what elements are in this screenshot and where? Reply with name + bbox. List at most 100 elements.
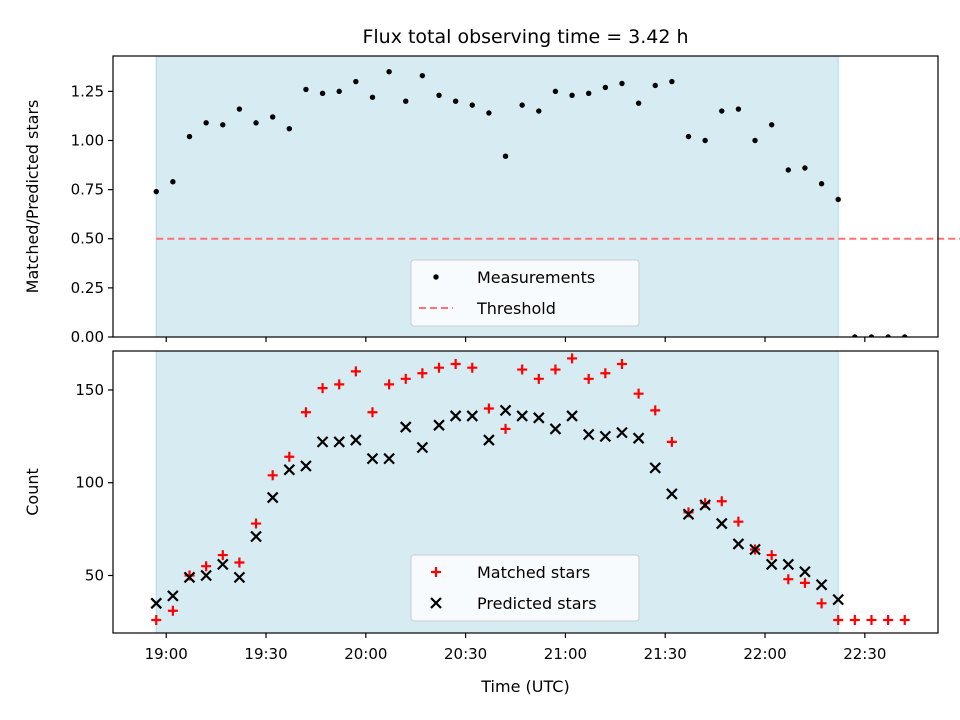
- measurement-point: [220, 122, 226, 128]
- measurement-point: [386, 69, 392, 75]
- y-tick-label: 150: [75, 381, 104, 399]
- predicted-star-point: [449, 410, 462, 422]
- plot-frame-bottom: [112, 350, 939, 634]
- predicted-star-point: [616, 426, 628, 439]
- measurement-point: [153, 188, 159, 195]
- matched-star-point: [284, 451, 295, 462]
- matched-star-point: [367, 407, 378, 418]
- matched-star-point: [899, 615, 910, 626]
- matched-star-point: [217, 550, 228, 561]
- predicted-star-point: [217, 558, 229, 571]
- predicted-star-point: [499, 404, 512, 417]
- measurement-point: [469, 102, 475, 108]
- measurement-point: [403, 98, 409, 104]
- predicted-star-point: [732, 538, 745, 550]
- panel-top: 0.00 0.25 0.50 0.75 1.00 1.25 Matched/Predicte…: [23, 26, 960, 346]
- legend-label: Matched stars: [477, 563, 590, 582]
- y-axis-label: Count: [23, 468, 42, 516]
- y-tick-label: 0.25: [71, 279, 104, 297]
- measurement-point: [253, 120, 259, 126]
- measurement-point: [719, 108, 725, 114]
- y-tick-label: 1.00: [71, 131, 104, 149]
- matched-star-point: [616, 358, 627, 369]
- x-tick-label: 19:00: [145, 645, 188, 663]
- matched-star-point: [517, 364, 528, 375]
- matched-star-point: [350, 366, 361, 377]
- predicted-star-point: [832, 593, 844, 606]
- matched-star-point: [633, 388, 644, 399]
- measurement-point: [602, 84, 609, 91]
- measurement-point: [369, 94, 376, 100]
- matched-star-point: [849, 615, 860, 626]
- matched-star-point: [400, 373, 411, 384]
- matched-star-point: [733, 516, 744, 527]
- legend-marker-predicted: [430, 597, 442, 609]
- markers-top: [153, 69, 908, 337]
- matched-star-point: [816, 598, 827, 609]
- matched-star-point: [716, 496, 727, 507]
- matched-star-point: [167, 605, 178, 616]
- measurement-point: [203, 120, 209, 126]
- predicted-star-point: [350, 434, 362, 446]
- y-tick-label: 0.75: [71, 181, 104, 199]
- x-tick-label: 19:30: [244, 645, 287, 663]
- measurement-point: [552, 88, 559, 95]
- matched-star-point: [783, 574, 794, 585]
- predicted-star-point: [516, 410, 528, 422]
- matched-star-point: [799, 577, 810, 588]
- matched-star-point: [600, 368, 611, 379]
- y-axis-label: Matched/Predicted stars: [23, 100, 42, 294]
- measurement-point: [519, 102, 525, 108]
- measurement-point: [635, 100, 642, 106]
- x-tick-label: 21:00: [544, 645, 587, 663]
- predicted-star-point: [815, 578, 828, 591]
- predicted-star-point: [533, 412, 545, 424]
- chart-title: Flux total observing time = 3.42 h: [362, 26, 688, 48]
- predicted-star-point: [782, 558, 795, 571]
- measurement-point: [569, 92, 575, 99]
- x-axis-label: Time (UTC): [480, 677, 569, 696]
- predicted-star-point: [316, 436, 329, 448]
- measurement-point: [269, 114, 276, 120]
- predicted-star-point: [266, 491, 279, 504]
- measurement-point: [852, 334, 858, 337]
- predicted-star-point: [200, 569, 212, 582]
- measurement-point: [303, 86, 309, 93]
- predicted-star-point: [433, 419, 445, 431]
- measurement-point: [319, 90, 326, 97]
- legend-label: Measurements: [477, 268, 595, 287]
- matched-star-point: [334, 379, 345, 390]
- matched-star-point: [833, 615, 844, 626]
- measurement-point: [286, 126, 293, 132]
- matched-star-point: [300, 407, 311, 418]
- measurement-point: [236, 106, 243, 112]
- predicted-star-point: [799, 565, 811, 578]
- predicted-star-point: [466, 410, 479, 422]
- matched-star-point: [583, 373, 594, 384]
- matched-star-point: [766, 550, 777, 561]
- matched-star-point: [201, 561, 212, 572]
- measurement-point: [586, 90, 592, 97]
- matched-star-point: [666, 436, 677, 447]
- panel-bottom: 50 100 150 19:00 19:30 20:00 20:30 21:00 21:30 22…: [23, 350, 939, 696]
- measurement-point: [835, 196, 841, 203]
- y-tick-label: 1.25: [71, 82, 104, 100]
- measurement-point: [885, 334, 891, 337]
- legend-box: [410, 259, 640, 327]
- measurement-point: [353, 78, 359, 85]
- matched-star-point: [251, 518, 262, 529]
- predicted-star-point: [416, 441, 429, 454]
- y-tick-label: 0.00: [71, 328, 104, 346]
- measurement-point: [818, 181, 825, 187]
- legend-top: Measurements Threshold: [410, 259, 640, 327]
- matched-star-point: [866, 615, 877, 626]
- predicted-star-point: [699, 499, 711, 511]
- markers-bottom: [150, 353, 910, 626]
- predicted-star-point: [150, 597, 163, 610]
- measurement-point: [785, 167, 792, 173]
- measurement-point: [502, 153, 509, 159]
- measurement-point: [186, 133, 193, 140]
- y-tick-label: 0.50: [71, 230, 104, 248]
- matched-star-point: [450, 358, 461, 369]
